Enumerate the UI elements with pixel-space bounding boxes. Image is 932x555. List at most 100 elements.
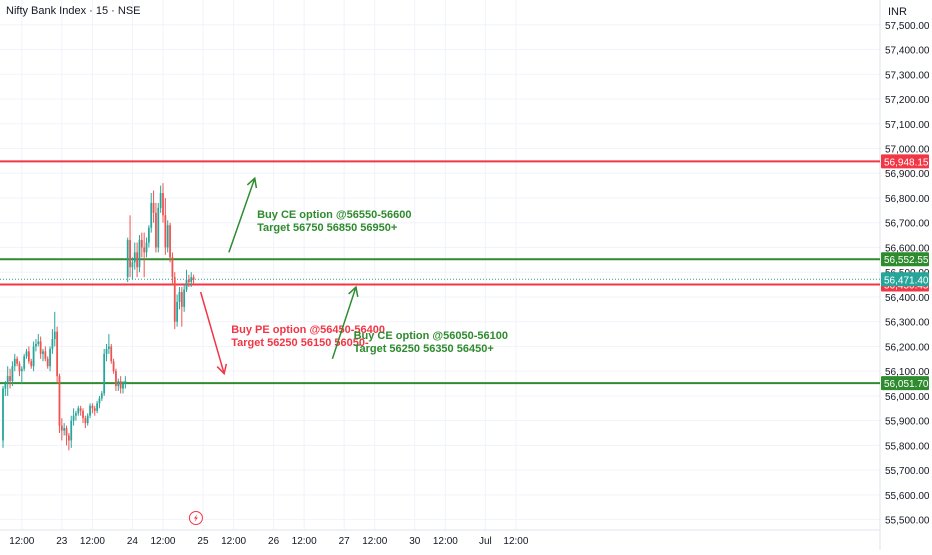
candle-body xyxy=(70,420,73,441)
candle-body xyxy=(96,403,99,411)
candle-body xyxy=(51,339,54,349)
y-tick-label: 57,500.00 xyxy=(885,21,930,32)
candle-body xyxy=(145,242,148,253)
x-tick-label: 27 xyxy=(339,536,351,547)
candle-body xyxy=(150,202,153,228)
x-tick-label: 24 xyxy=(127,536,139,547)
candle xyxy=(164,197,167,255)
candle-body xyxy=(143,247,146,253)
candle xyxy=(150,193,153,233)
lightning-icon-bolt xyxy=(193,514,198,522)
candle-body xyxy=(49,348,51,367)
candle-body xyxy=(185,279,188,290)
annotation-arrow-head xyxy=(348,285,359,298)
symbol-title[interactable]: Nifty Bank Index · 15 · NSE xyxy=(6,5,141,17)
candle xyxy=(192,274,195,285)
candle xyxy=(152,190,155,223)
x-tick-label: 26 xyxy=(268,536,280,547)
y-tick-label: 55,500.00 xyxy=(885,516,930,527)
candle xyxy=(60,418,63,441)
annotation-text: Target 56250 56350 56450+ xyxy=(354,343,494,355)
candle xyxy=(49,346,51,372)
candle xyxy=(23,353,26,372)
candle-body xyxy=(192,277,195,280)
y-tick-label: 56,700.00 xyxy=(885,219,930,230)
y-tick-label: 57,400.00 xyxy=(885,46,930,57)
candle xyxy=(56,326,59,384)
candle-body xyxy=(131,262,134,268)
candle-body xyxy=(82,410,84,419)
candle xyxy=(27,346,30,364)
x-tick-label: 12:00 xyxy=(362,536,387,547)
candle-body xyxy=(13,358,16,367)
candle xyxy=(6,366,9,396)
candle xyxy=(140,232,143,258)
candle-body xyxy=(119,381,122,389)
y-tick-label: 56,900.00 xyxy=(885,169,930,180)
candle-body xyxy=(171,257,174,278)
candle xyxy=(89,403,91,419)
candle-body xyxy=(11,366,14,382)
annotation-arrow-head xyxy=(216,363,228,376)
candle-body xyxy=(105,348,108,354)
candle-body xyxy=(147,227,150,243)
price-tag-label: 56,948.15 xyxy=(884,157,929,168)
candle xyxy=(70,415,73,448)
candle-body xyxy=(63,428,66,431)
candle-body xyxy=(56,331,59,377)
candle-body xyxy=(75,413,77,416)
x-tick-label: 12:00 xyxy=(80,536,105,547)
candle xyxy=(16,356,19,367)
candle xyxy=(11,361,14,387)
x-tick-label: 12:00 xyxy=(292,536,317,547)
candle-body xyxy=(98,398,101,404)
y-tick-label: 56,400.00 xyxy=(885,293,930,304)
candle xyxy=(77,405,80,416)
candle xyxy=(171,252,174,285)
candle xyxy=(86,413,89,426)
candle xyxy=(145,237,148,258)
candle-body xyxy=(46,358,49,367)
candle-body xyxy=(89,405,91,416)
candle xyxy=(18,361,21,377)
candle xyxy=(75,410,77,421)
candle xyxy=(180,287,183,327)
candle xyxy=(183,284,186,312)
candle xyxy=(20,366,23,384)
candle xyxy=(119,376,122,394)
candle-body xyxy=(77,408,80,414)
y-tick-label: 57,200.00 xyxy=(885,95,930,106)
candle-body xyxy=(129,240,131,268)
candle xyxy=(162,183,164,223)
candle xyxy=(103,348,106,396)
candle xyxy=(169,222,171,263)
x-tick-label: 25 xyxy=(197,536,209,547)
price-tag-label: 56,552.55 xyxy=(884,255,929,266)
candle xyxy=(82,408,84,424)
price-tag-bg xyxy=(881,272,929,287)
y-tick-label: 56,300.00 xyxy=(885,318,930,329)
candle-body xyxy=(180,292,183,307)
candle-body xyxy=(117,381,120,387)
candle xyxy=(30,358,33,369)
candle xyxy=(176,294,179,327)
candle-body xyxy=(60,425,63,431)
candle-body xyxy=(91,405,94,409)
candle-body xyxy=(176,301,179,322)
x-tick-label: Jul xyxy=(479,536,492,547)
candle xyxy=(157,202,160,253)
price-tag: 56,552.55 xyxy=(881,252,929,267)
candle xyxy=(46,356,49,369)
x-tick-label: 12:00 xyxy=(221,536,246,547)
candle-body xyxy=(20,368,23,372)
x-tick-label: 12:00 xyxy=(433,536,458,547)
candle-body xyxy=(115,371,117,387)
candle-body xyxy=(136,252,139,268)
candle xyxy=(51,329,54,354)
annotation-arrow-line xyxy=(331,286,357,360)
x-tick-label: 12:00 xyxy=(503,536,528,547)
